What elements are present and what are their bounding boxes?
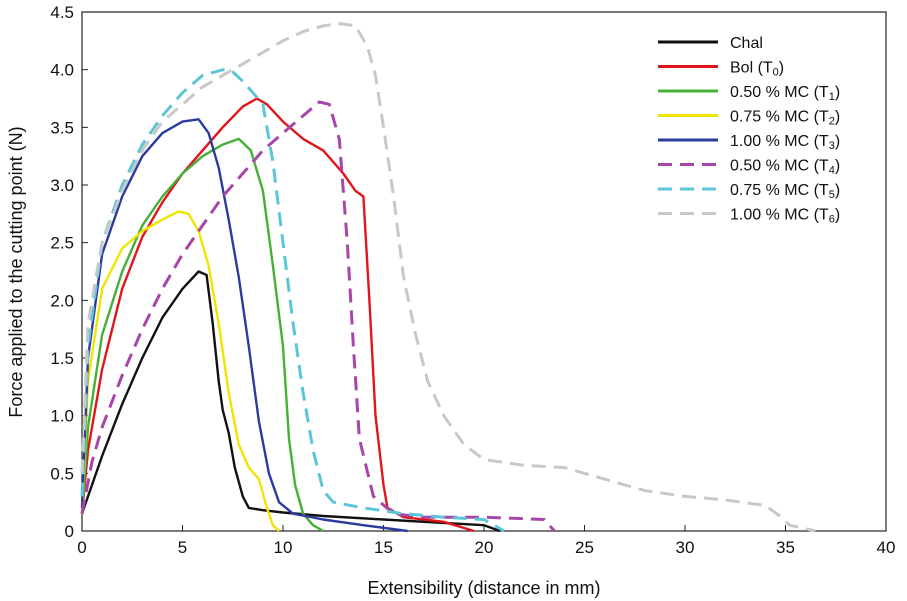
y-tick-label: 3.5	[50, 118, 74, 137]
x-tick-label: 40	[877, 538, 896, 557]
legend-label-6: 0.75 % MC (T5)	[730, 182, 840, 201]
y-axis-label: Force applied to the cutting point (N)	[6, 126, 26, 417]
y-tick-label: 2.5	[50, 234, 74, 253]
x-tick-label: 5	[178, 538, 187, 557]
legend-label-1: Bol (T0)	[730, 60, 784, 79]
series-line-3	[80, 210, 280, 532]
series-line-2	[80, 137, 324, 533]
y-tick-label: 0	[65, 522, 74, 541]
y-tick-label: 4.0	[50, 61, 74, 80]
series-line-7	[80, 22, 816, 533]
x-tick-label: 35	[776, 538, 795, 557]
legend-label-7: 1.00 % MC (T6)	[730, 207, 840, 226]
x-tick-label: 25	[575, 538, 594, 557]
series-line-6	[80, 68, 505, 533]
series-line-4	[80, 118, 408, 533]
x-tick-label: 10	[274, 538, 293, 557]
legend-label-2: 0.50 % MC (T1)	[730, 84, 840, 103]
series-layer	[80, 22, 816, 533]
y-tick-label: 2.0	[50, 291, 74, 310]
x-tick-label: 0	[77, 538, 86, 557]
legend-label-0: Chal	[730, 35, 763, 52]
x-axis-label: Extensibility (distance in mm)	[367, 578, 600, 598]
x-tick-label: 20	[475, 538, 494, 557]
y-tick-label: 4.5	[50, 3, 74, 22]
y-tick-label: 1.0	[50, 407, 74, 426]
series-line-1	[80, 97, 475, 533]
y-axis-ticks: 0 0.5 1.0 1.5 2.0 2.5 3.0 3.5 4.0 4.5	[50, 3, 88, 541]
series-line-5	[80, 100, 556, 532]
series-line-0	[80, 270, 501, 533]
x-tick-label: 15	[374, 538, 393, 557]
legend-label-4: 1.00 % MC (T3)	[730, 133, 840, 152]
legend-label-3: 0.75 % MC (T2)	[730, 109, 840, 128]
x-axis-ticks: 0 5 10 15 20 25 30 35 40	[77, 525, 895, 557]
y-tick-label: 0.5	[50, 464, 74, 483]
legend-label-5: 0.50 % MC (T4)	[730, 158, 840, 177]
y-tick-label: 3.0	[50, 176, 74, 195]
legend: Chal Bol (T0) 0.50 % MC (T1) 0.75 % MC (T2)…	[658, 35, 840, 226]
y-tick-label: 1.5	[50, 349, 74, 368]
x-tick-label: 30	[676, 538, 695, 557]
